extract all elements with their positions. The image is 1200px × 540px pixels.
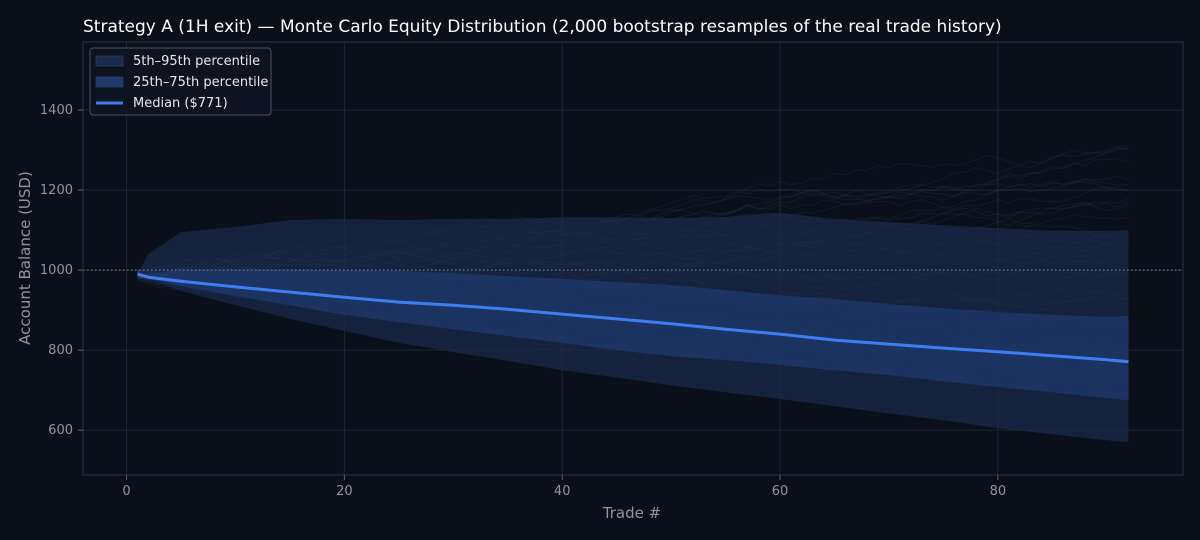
median-line-group (137, 272, 1129, 364)
x-axis-ticks: 0 20 40 60 80 (122, 475, 1006, 499)
y-axis-label: Account Balance (USD) (16, 171, 34, 345)
x-tick-label: 0 (122, 484, 130, 499)
x-tick-label: 40 (554, 484, 571, 499)
legend: 5th–95th percentile 25th–75th percentile M… (89, 47, 272, 116)
legend-label: 5th–95th percentile (133, 54, 260, 69)
legend-label: 25th–75th percentile (133, 75, 268, 90)
y-tick-label: 1000 (40, 263, 73, 278)
legend-swatch (95, 76, 124, 88)
median-line (137, 272, 1129, 364)
x-tick-label: 60 (772, 484, 789, 499)
chart-title: Strategy A (1H exit) — Monte Carlo Equit… (83, 17, 1002, 37)
x-tick-label: 80 (990, 484, 1007, 499)
y-tick-label: 1200 (40, 183, 73, 198)
x-tick-label: 20 (336, 484, 353, 499)
y-tick-label: 600 (48, 423, 73, 438)
y-axis-ticks: 600 800 1000 1200 1400 (40, 103, 83, 438)
y-tick-label: 1400 (40, 103, 73, 118)
x-axis-label: Trade # (602, 504, 661, 522)
legend-swatch (95, 55, 124, 67)
plot-area-frame (82, 41, 1184, 476)
y-tick-label: 800 (48, 343, 73, 358)
legend-label: Median ($771) (133, 96, 228, 111)
legend-box (89, 47, 272, 116)
